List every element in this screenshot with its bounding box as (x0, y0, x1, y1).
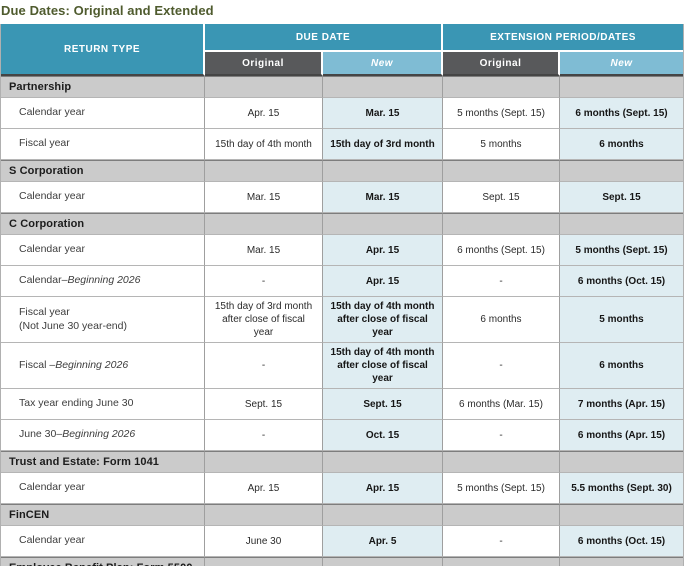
cell-ext-original: 5 months (443, 129, 560, 160)
subheader-due-new: New (323, 52, 443, 76)
cell-ext-new: 6 months (Apr. 15) (560, 420, 683, 451)
section-row-label: Partnership (1, 76, 205, 98)
cell-due-new: 15th day of 3rd month (323, 129, 443, 160)
row-label: Calendar year (1, 473, 205, 504)
section-row-filler (205, 76, 323, 98)
cell-due-original: - (205, 420, 323, 451)
row-label: Fiscal –Beginning 2026 (1, 343, 205, 389)
section-row-filler (443, 213, 560, 235)
section-row-filler (443, 557, 560, 566)
cell-due-original: - (205, 343, 323, 389)
cell-due-new: 15th day of 4th month after close of fis… (323, 343, 443, 389)
due-dates-table: RETURN TYPE DUE DATE EXTENSION PERIOD/DA… (0, 24, 684, 566)
row-label: June 30–Beginning 2026 (1, 420, 205, 451)
section-row-filler (560, 213, 683, 235)
cell-due-original: Sept. 15 (205, 389, 323, 420)
cell-ext-new: 5 months (Sept. 15) (560, 235, 683, 266)
cell-due-original: - (205, 266, 323, 297)
cell-due-original: 15th day of 4th month (205, 129, 323, 160)
cell-due-original: Mar. 15 (205, 182, 323, 213)
section-row-filler (205, 451, 323, 473)
row-label: Fiscal year (Not June 30 year-end) (1, 297, 205, 343)
cell-ext-new: 6 months (Sept. 15) (560, 98, 683, 129)
section-row-filler (560, 451, 683, 473)
cell-due-new: Oct. 15 (323, 420, 443, 451)
section-row-filler (323, 160, 443, 182)
cell-due-original: June 30 (205, 526, 323, 557)
cell-ext-new: 6 months (Oct. 15) (560, 266, 683, 297)
cell-due-new: Apr. 5 (323, 526, 443, 557)
section-row-filler (205, 160, 323, 182)
section-row-filler (443, 451, 560, 473)
cell-ext-original: 6 months (Mar. 15) (443, 389, 560, 420)
cell-due-new: Mar. 15 (323, 182, 443, 213)
cell-ext-new: 5 months (560, 297, 683, 343)
section-row-filler (205, 213, 323, 235)
row-label: Fiscal year (1, 129, 205, 160)
header-return-type: RETURN TYPE (1, 24, 205, 76)
cell-ext-new: 6 months (560, 129, 683, 160)
section-row-filler (560, 76, 683, 98)
subheader-ext-new: New (560, 52, 683, 76)
section-row-filler (323, 76, 443, 98)
cell-ext-original: - (443, 420, 560, 451)
section-row-filler (323, 557, 443, 566)
cell-ext-new: 6 months (560, 343, 683, 389)
cell-due-new: 15th day of 4th month after close of fis… (323, 297, 443, 343)
page-title: Due Dates: Original and Extended (1, 3, 214, 18)
section-row-label: Trust and Estate: Form 1041 (1, 451, 205, 473)
cell-due-original: Apr. 15 (205, 473, 323, 504)
row-label: Calendar year (1, 182, 205, 213)
cell-ext-original: - (443, 526, 560, 557)
cell-due-original: 15th day of 3rd month after close of fis… (205, 297, 323, 343)
section-row-filler (560, 557, 683, 566)
cell-ext-original: 6 months (443, 297, 560, 343)
section-row-filler (323, 504, 443, 526)
cell-ext-new: Sept. 15 (560, 182, 683, 213)
subheader-ext-original: Original (443, 52, 560, 76)
section-row-label: S Corporation (1, 160, 205, 182)
cell-ext-original: 6 months (Sept. 15) (443, 235, 560, 266)
row-label: Calendar year (1, 526, 205, 557)
section-row-label: FinCEN (1, 504, 205, 526)
section-row-filler (205, 557, 323, 566)
row-label: Tax year ending June 30 (1, 389, 205, 420)
cell-ext-original: 5 months (Sept. 15) (443, 98, 560, 129)
row-label: Calendar year (1, 98, 205, 129)
section-row-filler (323, 451, 443, 473)
row-label: Calendar year (1, 235, 205, 266)
cell-due-new: Sept. 15 (323, 389, 443, 420)
subheader-due-original: Original (205, 52, 323, 76)
section-row-filler (560, 504, 683, 526)
cell-ext-original: - (443, 343, 560, 389)
section-row-filler (443, 76, 560, 98)
cell-ext-original: Sept. 15 (443, 182, 560, 213)
cell-due-new: Apr. 15 (323, 266, 443, 297)
cell-due-original: Apr. 15 (205, 98, 323, 129)
cell-ext-original: - (443, 266, 560, 297)
section-row-filler (560, 160, 683, 182)
cell-ext-new: 7 months (Apr. 15) (560, 389, 683, 420)
cell-ext-new: 5.5 months (Sept. 30) (560, 473, 683, 504)
cell-due-new: Mar. 15 (323, 98, 443, 129)
header-extension-period: EXTENSION PERIOD/DATES (443, 24, 683, 52)
section-row-label: C Corporation (1, 213, 205, 235)
section-row-filler (443, 504, 560, 526)
cell-due-new: Apr. 15 (323, 473, 443, 504)
section-row-label: Employee Benefit Plan: Form 5500 (1, 557, 205, 566)
header-due-date: DUE DATE (205, 24, 443, 52)
cell-ext-new: 6 months (Oct. 15) (560, 526, 683, 557)
cell-ext-original: 5 months (Sept. 15) (443, 473, 560, 504)
cell-due-new: Apr. 15 (323, 235, 443, 266)
section-row-filler (443, 160, 560, 182)
section-row-filler (323, 213, 443, 235)
section-row-filler (205, 504, 323, 526)
row-label: Calendar–Beginning 2026 (1, 266, 205, 297)
cell-due-original: Mar. 15 (205, 235, 323, 266)
